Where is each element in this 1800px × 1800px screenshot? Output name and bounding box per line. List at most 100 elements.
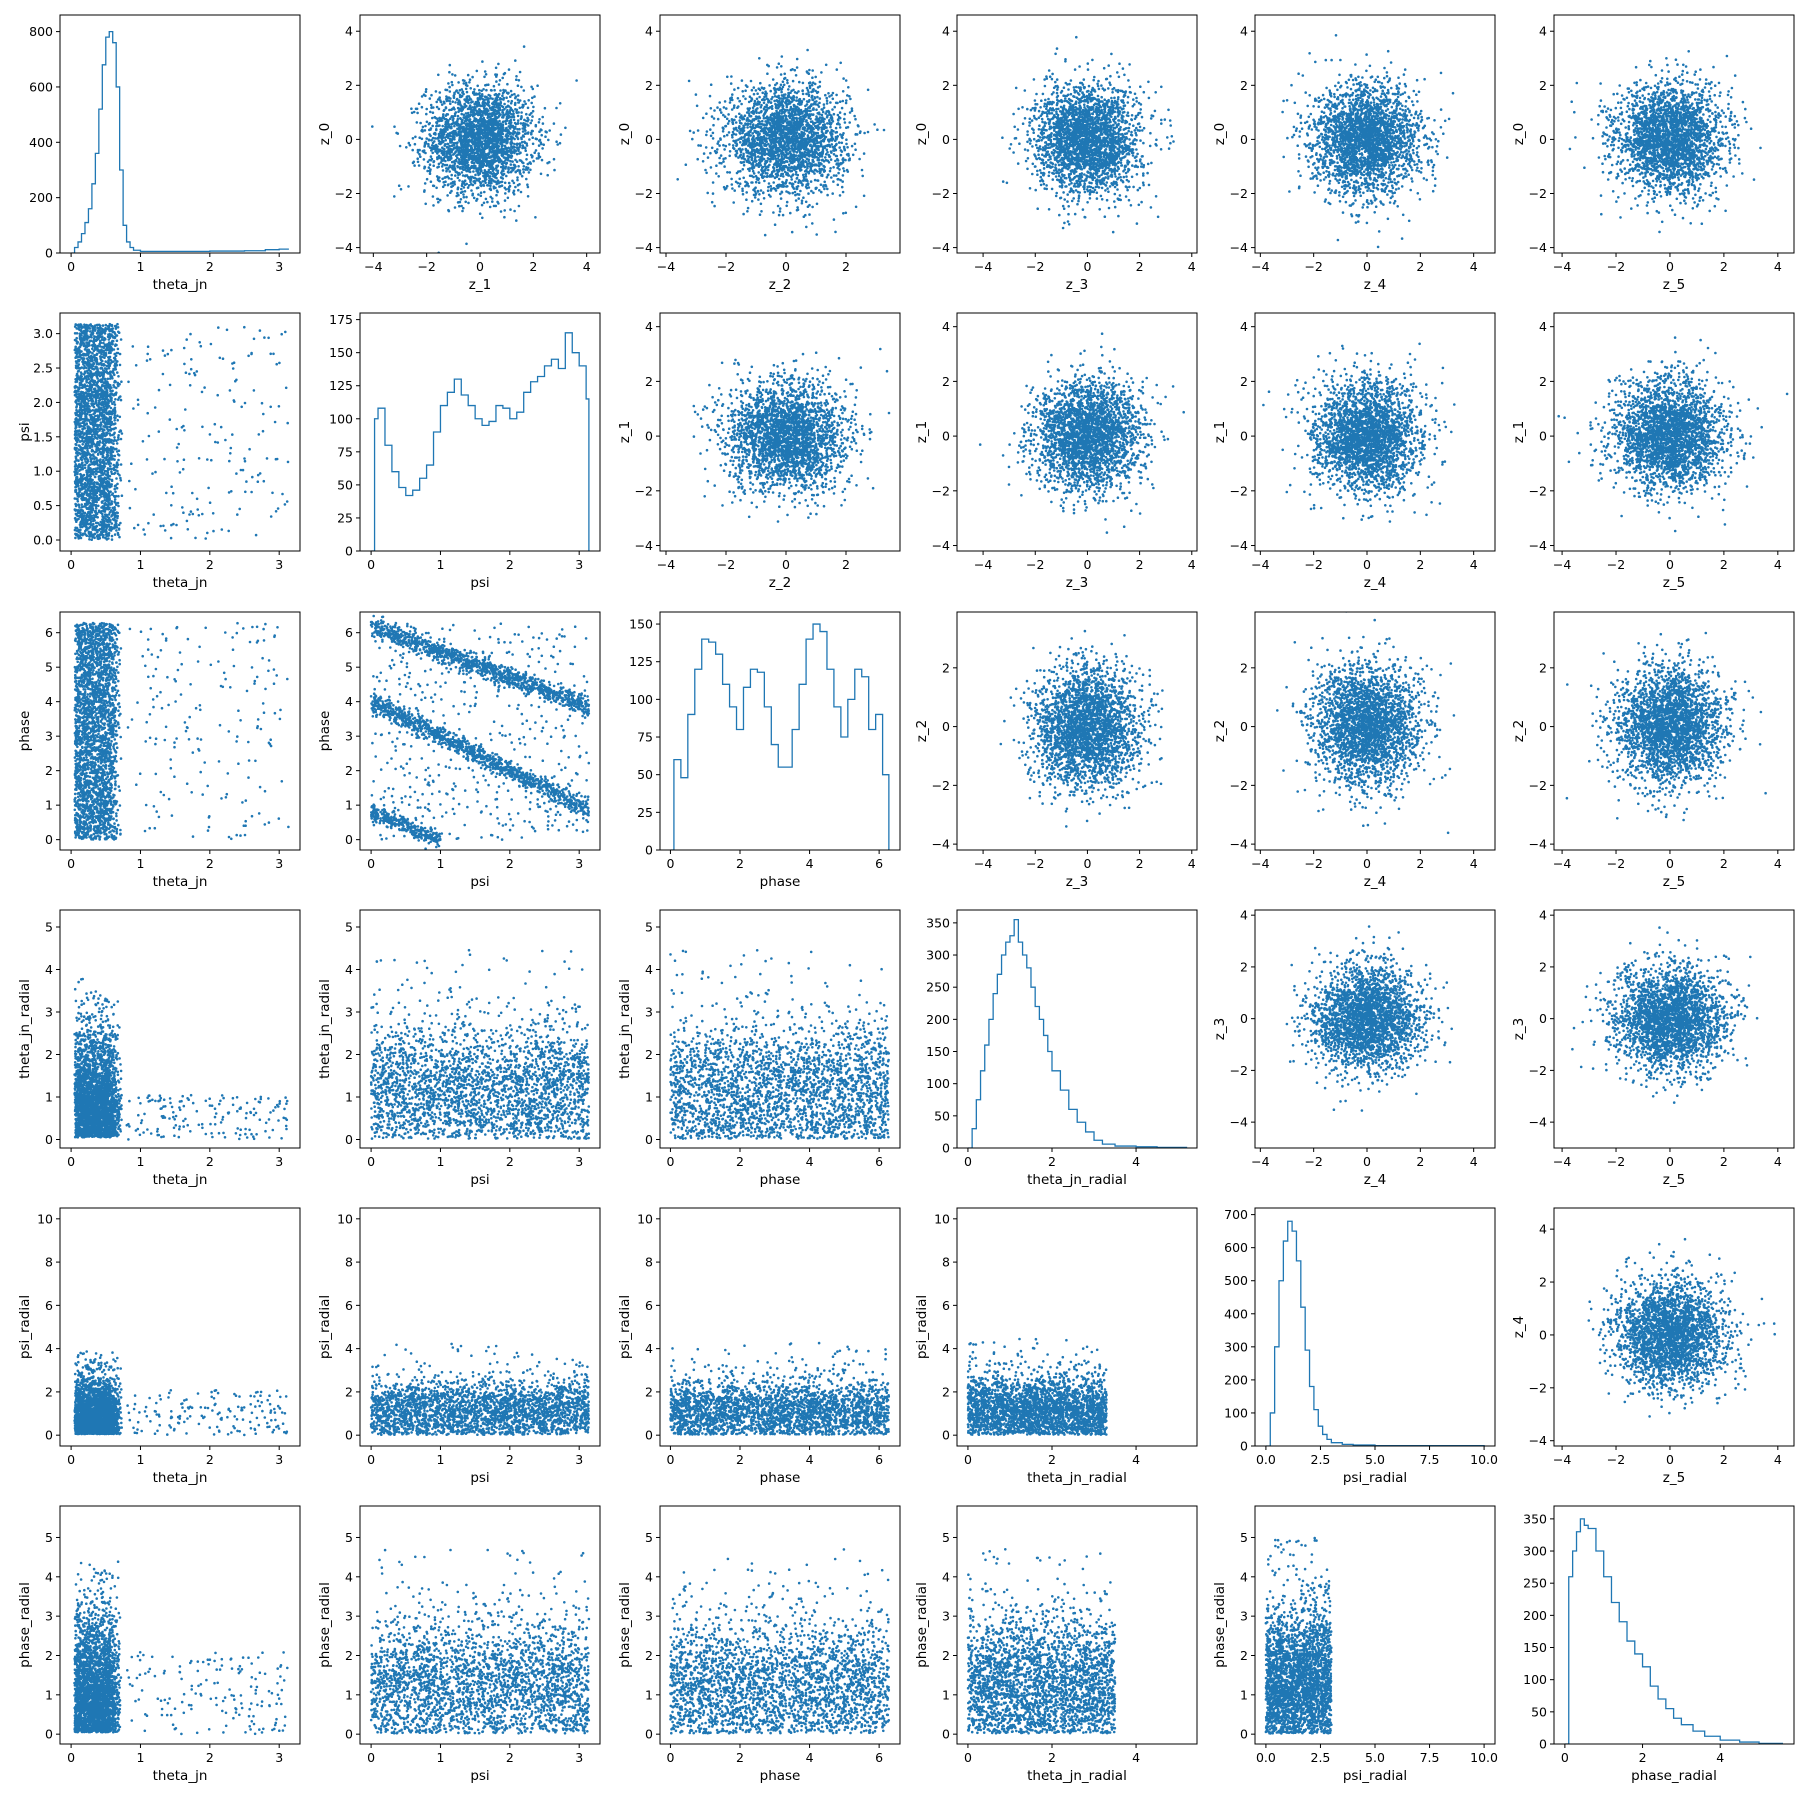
x-tick-label: 0 <box>1666 557 1674 572</box>
x-tick-label: 1 <box>136 1452 144 1467</box>
y-tick-label: 10 <box>637 1211 653 1226</box>
x-tick-label: 2 <box>506 1154 514 1169</box>
histogram-line <box>1265 1220 1485 1446</box>
x-tick-label: 2 <box>1416 557 1424 572</box>
y-tick-label: 400 <box>1224 1306 1248 1321</box>
x-tick-label: −4 <box>1251 259 1269 274</box>
x-tick-label: 6 <box>875 856 883 871</box>
y-tick-label: 0 <box>942 1141 950 1156</box>
y-tick-label: 1 <box>345 1687 353 1702</box>
y-tick-label: 50 <box>637 767 653 782</box>
x-tick-label: 2 <box>1048 1750 1056 1765</box>
y-axis-label: z_0 <box>914 123 930 145</box>
x-tick-label: −2 <box>1304 1154 1322 1169</box>
x-tick-label: 0 <box>1561 1750 1569 1765</box>
y-axis-label: phase_radial <box>317 1582 333 1668</box>
y-tick-label: −2 <box>932 483 950 498</box>
scatter-points <box>1276 612 1456 835</box>
y-tick-label: 2 <box>45 1047 53 1062</box>
y-tick-label: 4 <box>1240 908 1248 923</box>
x-axis-label: z_3 <box>1066 277 1088 293</box>
y-tick-label: 250 <box>1523 1576 1547 1591</box>
subplot-r5-c3: 0 2 4 0 1 2 3 4 5 theta_jn_radial phase_radial <box>914 1505 1198 1784</box>
axes-frame <box>1553 1505 1795 1745</box>
y-axis-label: z_0 <box>617 123 633 145</box>
axes-frame <box>1254 14 1496 254</box>
plot-area <box>1265 1220 1485 1446</box>
y-tick-label: 8 <box>45 1255 53 1270</box>
x-tick-label: −2 <box>1304 856 1322 871</box>
y-tick-label: 2 <box>345 1047 353 1062</box>
y-tick-label: −4 <box>1230 538 1248 553</box>
y-tick-label: 3.0 <box>33 326 53 341</box>
plot-area <box>978 332 1185 534</box>
y-tick-label: 200 <box>1224 1372 1248 1387</box>
y-tick-label: 0 <box>45 1132 53 1147</box>
y-tick-label: −4 <box>335 240 353 255</box>
subplot-r0-c0: 0 1 2 3 0 200 400 600 800 theta_jn <box>29 14 301 293</box>
x-axis-label: theta_jn <box>153 277 208 293</box>
plot-area <box>670 623 890 850</box>
y-tick-label: 0 <box>1539 429 1547 444</box>
x-tick-label: 0 <box>1666 856 1674 871</box>
x-tick-label: 2 <box>1048 1154 1056 1169</box>
x-tick-label: 0 <box>67 1154 75 1169</box>
scatter-points <box>73 621 290 841</box>
y-tick-label: 0 <box>942 1727 950 1742</box>
y-axis-label: psi_radial <box>617 1295 633 1359</box>
y-tick-label: 2 <box>942 1648 950 1663</box>
x-tick-label: 1 <box>436 557 444 572</box>
x-tick-label: −2 <box>1304 259 1322 274</box>
y-tick-label: 0 <box>1240 1439 1248 1454</box>
x-tick-label: 4 <box>1470 856 1478 871</box>
y-tick-label: 4 <box>45 1569 53 1584</box>
y-axis-label: z_1 <box>617 421 633 443</box>
y-tick-label: 2 <box>1240 78 1248 93</box>
y-tick-label: 100 <box>329 411 353 426</box>
y-tick-label: 0 <box>45 246 53 261</box>
x-tick-label: 0 <box>67 1750 75 1765</box>
scatter-points <box>669 949 891 1140</box>
subplot-r0-c3: −4 −2 0 2 4 −4 −2 0 2 4 z_3 z_0 <box>914 14 1198 293</box>
x-tick-label: 2 <box>206 1452 214 1467</box>
subplot-r0-c4: −4 −2 0 2 4 −4 −2 0 2 4 z_4 z_0 <box>1212 14 1496 293</box>
x-tick-label: 2 <box>842 557 850 572</box>
y-tick-label: 4 <box>345 694 353 709</box>
y-tick-label: 25 <box>637 805 653 820</box>
subplot-r3-c2: 0 2 4 6 0 1 2 3 4 5 phase theta_jn_radial <box>617 909 901 1188</box>
x-tick-label: 0 <box>67 259 75 274</box>
y-axis-label: z_2 <box>914 720 930 742</box>
subplot-r2-c3: −4 −2 0 2 4 −4 −2 0 2 z_3 z_2 <box>914 611 1198 890</box>
y-tick-label: −2 <box>1230 1063 1248 1078</box>
x-tick-label: 2 <box>1639 1750 1647 1765</box>
y-tick-label: 6 <box>645 1298 653 1313</box>
y-tick-label: 0 <box>645 843 653 858</box>
x-tick-label: 3 <box>575 1154 583 1169</box>
x-tick-label: 0 <box>1363 259 1371 274</box>
y-tick-label: 4 <box>942 24 950 39</box>
y-tick-label: 0 <box>345 132 353 147</box>
y-tick-label: 4 <box>942 1569 950 1584</box>
y-tick-label: −4 <box>1230 837 1248 852</box>
x-tick-label: 0 <box>367 1154 375 1169</box>
y-tick-label: 0 <box>645 1132 653 1147</box>
x-tick-label: 4 <box>1188 856 1196 871</box>
y-tick-label: 0 <box>45 1727 53 1742</box>
x-tick-label: 0 <box>367 856 375 871</box>
x-axis-label: theta_jn_radial <box>1027 1172 1127 1188</box>
x-tick-label: −4 <box>1553 557 1571 572</box>
y-tick-label: 3 <box>942 1609 950 1624</box>
x-tick-label: 0.0 <box>1256 1750 1276 1765</box>
scatter-points <box>369 614 591 850</box>
y-axis-label: psi_radial <box>17 1295 33 1359</box>
y-tick-label: 175 <box>329 312 353 327</box>
subplot-r1-c0: 0 1 2 3 0.0 0.5 1.0 1.5 2.0 2.5 3.0 theta_jn psi <box>17 312 301 591</box>
axes-frame <box>59 14 301 254</box>
scatter-points <box>669 1548 891 1735</box>
y-tick-label: 125 <box>329 378 353 393</box>
y-tick-label: 150 <box>329 345 353 360</box>
plot-area <box>369 614 591 850</box>
x-tick-label: 3 <box>275 557 283 572</box>
x-tick-label: 4 <box>806 856 814 871</box>
